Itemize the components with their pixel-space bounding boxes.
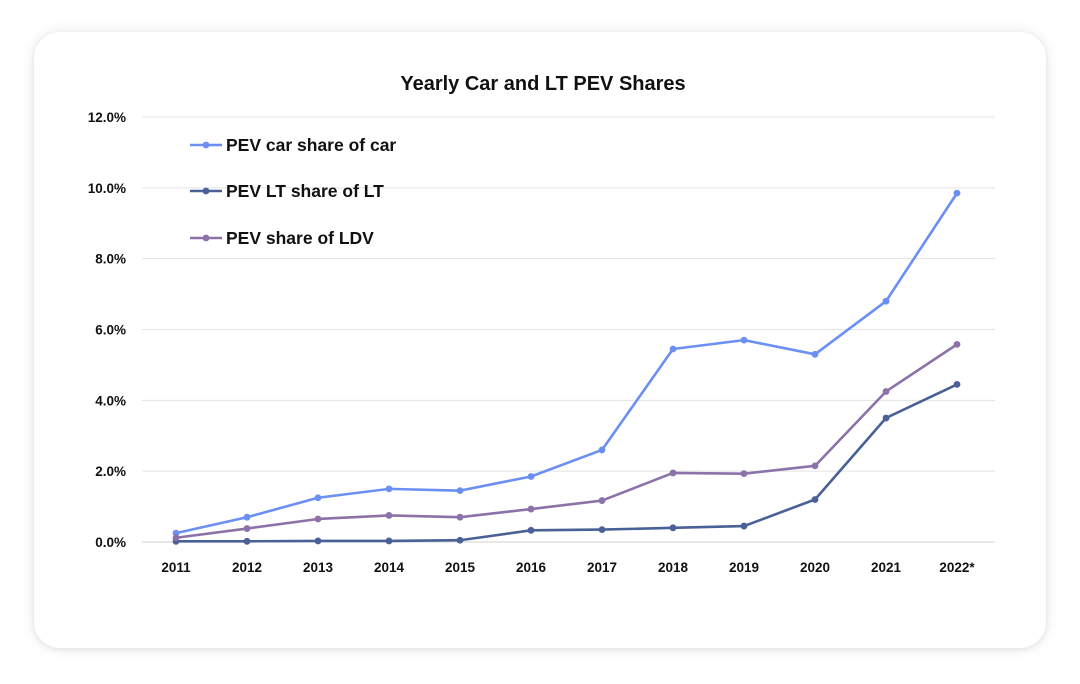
x-tick-label: 2022* bbox=[939, 560, 975, 575]
legend-item: PEV LT share of LT bbox=[190, 181, 384, 201]
data-point bbox=[456, 487, 464, 495]
data-point bbox=[243, 513, 251, 521]
data-point bbox=[953, 380, 961, 388]
data-point bbox=[598, 526, 606, 534]
series-line bbox=[174, 343, 959, 540]
data-point bbox=[811, 350, 819, 358]
data-point bbox=[882, 388, 890, 395]
data-point bbox=[953, 340, 961, 348]
data-point bbox=[314, 515, 322, 523]
data-point bbox=[740, 522, 748, 530]
legend-label: PEV car share of car bbox=[226, 135, 396, 155]
x-tick-label: 2011 bbox=[161, 560, 191, 575]
legend-marker bbox=[202, 187, 210, 195]
data-point bbox=[669, 524, 677, 532]
chart-title: Yearly Car and LT PEV Shares bbox=[400, 73, 685, 95]
y-axis-ticks: 0.0% 2.0% 4.0% 6.0% 8.0% 10.0% 12.0% bbox=[88, 110, 126, 550]
data-point bbox=[243, 525, 251, 532]
data-point bbox=[598, 446, 606, 454]
data-point bbox=[953, 189, 961, 197]
legend-item: PEV share of LDV bbox=[190, 228, 374, 248]
legend: PEV car share of car PEV LT share of LT PE… bbox=[190, 135, 396, 248]
data-point bbox=[527, 505, 535, 513]
data-point bbox=[811, 496, 819, 503]
y-tick-label: 10.0% bbox=[88, 181, 126, 196]
series-2 bbox=[172, 380, 961, 545]
x-axis-ticks: 2011 2012 2013 2014 2015 2016 2017 2018 2019 2020… bbox=[161, 560, 975, 575]
data-point bbox=[740, 336, 748, 344]
x-tick-label: 2015 bbox=[445, 560, 476, 575]
x-tick-label: 2012 bbox=[232, 560, 262, 575]
series-3 bbox=[172, 340, 961, 542]
x-tick-label: 2020 bbox=[800, 560, 830, 575]
data-point bbox=[740, 470, 748, 478]
data-point bbox=[882, 297, 890, 305]
data-point bbox=[882, 414, 890, 422]
legend-label: PEV share of LDV bbox=[226, 228, 374, 248]
series-lines bbox=[172, 189, 961, 545]
y-tick-label: 6.0% bbox=[95, 323, 126, 338]
x-tick-label: 2021 bbox=[871, 560, 902, 575]
data-point bbox=[385, 537, 393, 545]
data-point bbox=[669, 469, 677, 477]
legend-label: PEV LT share of LT bbox=[226, 181, 384, 201]
data-point bbox=[314, 494, 322, 502]
series-line bbox=[174, 191, 959, 535]
x-tick-label: 2019 bbox=[729, 560, 759, 575]
x-tick-label: 2013 bbox=[303, 560, 334, 575]
data-point bbox=[456, 536, 464, 544]
data-point bbox=[527, 526, 535, 534]
y-tick-label: 8.0% bbox=[95, 252, 126, 267]
x-tick-label: 2014 bbox=[374, 560, 405, 575]
legend-item: PEV car share of car bbox=[190, 135, 396, 155]
y-tick-label: 12.0% bbox=[88, 110, 126, 125]
x-tick-label: 2018 bbox=[658, 560, 689, 575]
legend-marker bbox=[202, 234, 210, 242]
data-point bbox=[314, 537, 322, 545]
data-point bbox=[669, 345, 677, 353]
data-point bbox=[598, 497, 606, 504]
data-point bbox=[385, 485, 393, 493]
x-tick-label: 2017 bbox=[587, 560, 617, 575]
data-point bbox=[456, 513, 464, 521]
data-point bbox=[243, 537, 251, 545]
legend-marker bbox=[202, 141, 210, 149]
data-point bbox=[385, 512, 393, 519]
data-point bbox=[172, 534, 180, 542]
y-tick-label: 2.0% bbox=[95, 464, 126, 479]
series-line bbox=[174, 383, 959, 543]
x-tick-label: 2016 bbox=[516, 560, 547, 575]
data-point bbox=[527, 473, 535, 480]
y-tick-label: 4.0% bbox=[95, 393, 126, 408]
data-point bbox=[811, 462, 819, 470]
y-tick-label: 0.0% bbox=[95, 535, 126, 550]
chart-card bbox=[34, 32, 1046, 648]
